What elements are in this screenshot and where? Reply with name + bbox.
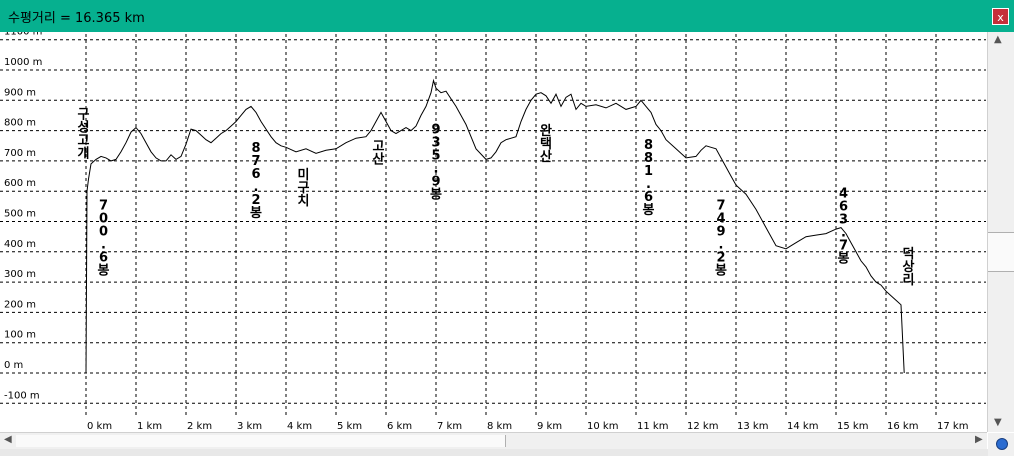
x-tick-label: 9 km: [537, 421, 562, 432]
globe-icon: [996, 438, 1008, 450]
x-tick-label: 10 km: [587, 421, 618, 432]
title-bar: 수평거리 = 16.365 km x: [0, 0, 1014, 32]
y-tick-label: 1000 m: [4, 57, 42, 68]
scroll-left-arrow-icon[interactable]: ◀: [4, 434, 12, 445]
y-tick-label: 100 m: [4, 330, 36, 341]
y-tick-label: 400 m: [4, 239, 36, 250]
x-tick-label: 0 km: [87, 421, 112, 432]
close-button[interactable]: x: [992, 8, 1009, 25]
y-tick-label: 600 m: [4, 178, 36, 189]
y-tick-label: 700 m: [4, 148, 36, 159]
x-tick-label: 4 km: [287, 421, 312, 432]
x-tick-label: 6 km: [387, 421, 412, 432]
y-tick-label: 300 m: [4, 269, 36, 280]
x-axis-tick-labels: 0 km 1 km 2 km 3 km 4 km 5 km 6 km 7 km 8 km 9 km…: [87, 421, 968, 432]
x-tick-label: 12 km: [687, 421, 718, 432]
y-tick-label: 500 m: [4, 209, 36, 220]
x-tick-label: 13 km: [737, 421, 768, 432]
elevation-profile-chart: -100 m 0 m 100 m 200 m 300 m 400 m 500 m 600 m 7…: [0, 32, 986, 432]
x-tick-label: 14 km: [787, 421, 818, 432]
elevation-profile-line: [85, 78, 905, 374]
vertical-scrollbar[interactable]: ▲ ▼: [987, 32, 1014, 432]
x-tick-label: 7 km: [437, 421, 462, 432]
x-tick-label: 8 km: [487, 421, 512, 432]
y-tick-label: 900 m: [4, 87, 36, 98]
x-tick-label: 3 km: [237, 421, 262, 432]
y-tick-label: 0 m: [4, 360, 23, 371]
scroll-up-arrow-icon[interactable]: ▲: [994, 34, 1002, 45]
x-tick-label: 11 km: [637, 421, 668, 432]
x-tick-label: 2 km: [187, 421, 212, 432]
horizontal-scroll-thumb[interactable]: [16, 435, 506, 447]
peak-labels: 구 성 고 개 7 0 0. 6 봉 8 7 6. 2 봉 미 구 치 고 산 9 3 5. 9 봉 완 택 산 8 8 1. 6 봉 7 4 9.…: [78, 107, 915, 287]
x-tick-label: 5 km: [337, 421, 362, 432]
scroll-right-arrow-icon[interactable]: ▶: [975, 434, 983, 445]
x-tick-label: 17 km: [937, 421, 968, 432]
y-tick-label: -100 m: [4, 390, 40, 401]
scrollbar-corner: [988, 433, 1014, 456]
y-tick-label: 1100 m: [4, 32, 42, 38]
y-axis-tick-labels: -100 m 0 m 100 m 200 m 300 m 400 m 500 m 600 m 7…: [4, 32, 42, 401]
x-tick-label: 1 km: [137, 421, 162, 432]
y-tick-label: 800 m: [4, 118, 36, 129]
horizontal-scrollbar[interactable]: ◀ ▶: [0, 432, 987, 449]
x-tick-label: 15 km: [837, 421, 868, 432]
window-title: 수평거리 = 16.365 km: [8, 11, 145, 26]
vertical-scroll-thumb[interactable]: [988, 232, 1014, 272]
x-tick-label: 16 km: [887, 421, 918, 432]
scroll-down-arrow-icon[interactable]: ▼: [994, 417, 1002, 428]
status-strip: [0, 449, 988, 456]
y-tick-label: 200 m: [4, 299, 36, 310]
